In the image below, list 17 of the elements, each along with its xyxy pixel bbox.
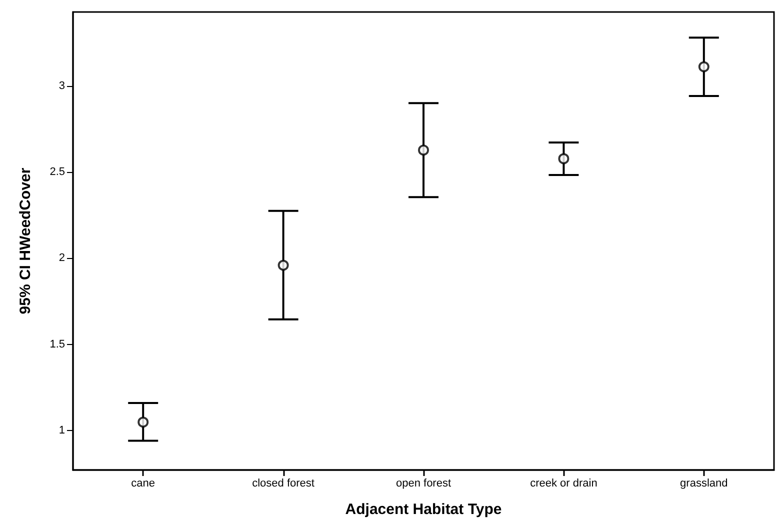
point [698,61,710,72]
y-tick-label: 2.5 [50,166,65,178]
x-axis-title: Adjacent Habitat Type [345,501,502,518]
y-tick-label: 3 [58,80,65,92]
point [138,416,149,428]
y-tick-label: 2 [58,252,65,264]
y-tick-label: 1.5 [50,338,65,350]
x-tick-label: cane [131,478,156,490]
y-tick-label: 1 [58,424,65,436]
point [418,144,429,156]
x-tick-label: grassland [680,478,728,490]
point [558,153,570,164]
point [278,260,289,271]
x-tick-label: creek or drain [530,478,598,490]
y-axis-title: 95% CI HWeedCover [17,168,34,314]
x-tick-label: closed forest [252,478,314,490]
x-tick-label: open forest [396,478,452,490]
